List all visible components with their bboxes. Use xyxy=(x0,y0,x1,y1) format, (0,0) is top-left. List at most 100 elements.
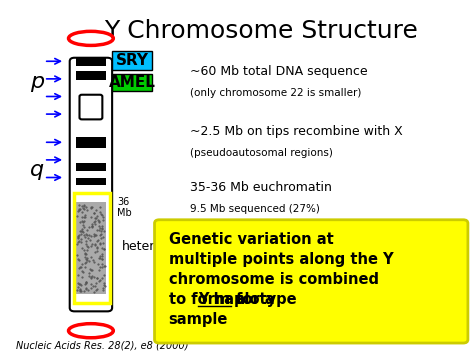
Point xyxy=(87,233,95,239)
Text: (pseudoautosomal regions): (pseudoautosomal regions) xyxy=(190,148,333,158)
Point xyxy=(94,217,102,222)
Point xyxy=(95,255,102,261)
Bar xyxy=(76,163,106,171)
Point xyxy=(91,283,99,289)
Point xyxy=(80,233,87,238)
Point xyxy=(75,265,83,271)
Point xyxy=(76,288,84,294)
Point xyxy=(82,285,90,291)
Point xyxy=(96,277,104,283)
Point xyxy=(100,214,107,220)
FancyBboxPatch shape xyxy=(70,58,112,311)
Point xyxy=(101,283,109,289)
FancyBboxPatch shape xyxy=(112,51,152,70)
Point xyxy=(74,239,82,245)
Point xyxy=(81,281,89,286)
Point xyxy=(80,203,88,209)
Point xyxy=(80,205,87,211)
Point xyxy=(74,280,82,286)
Point xyxy=(93,214,101,219)
Point xyxy=(80,219,87,225)
Point xyxy=(94,237,102,243)
Point xyxy=(82,279,90,285)
Point xyxy=(80,247,88,253)
Point xyxy=(75,206,83,212)
Point xyxy=(80,214,87,219)
Point xyxy=(73,213,81,218)
Point xyxy=(88,223,95,229)
Point xyxy=(100,246,108,251)
Point xyxy=(93,245,101,251)
Point xyxy=(100,272,108,278)
FancyBboxPatch shape xyxy=(112,73,152,91)
Point xyxy=(73,241,81,246)
Point xyxy=(79,269,87,275)
Point xyxy=(88,221,95,227)
Point xyxy=(91,221,99,226)
Point xyxy=(82,280,90,286)
Point xyxy=(74,235,82,241)
Text: Y Chromosome Structure: Y Chromosome Structure xyxy=(104,19,418,43)
Point xyxy=(100,263,108,269)
Point xyxy=(79,222,87,228)
Text: (only chromosome 22 is smaller): (only chromosome 22 is smaller) xyxy=(190,88,361,98)
Point xyxy=(77,239,84,245)
Point xyxy=(90,233,98,239)
Point xyxy=(88,214,95,219)
FancyBboxPatch shape xyxy=(155,220,468,343)
Point xyxy=(98,228,105,234)
Point xyxy=(91,218,99,224)
Point xyxy=(91,241,99,247)
Point xyxy=(94,248,101,254)
Text: multiple points along the Y: multiple points along the Y xyxy=(169,252,393,267)
Point xyxy=(76,287,83,293)
Point xyxy=(93,239,101,244)
Point xyxy=(98,223,106,229)
Point xyxy=(78,274,86,279)
Point xyxy=(83,233,91,238)
Point xyxy=(91,249,99,255)
Point xyxy=(99,234,107,239)
Point xyxy=(89,273,96,279)
Point xyxy=(74,234,82,240)
Point xyxy=(100,282,108,288)
Point xyxy=(77,288,85,294)
Point xyxy=(90,274,98,280)
Text: Genetic variation at: Genetic variation at xyxy=(169,232,333,247)
Point xyxy=(76,282,83,287)
Point xyxy=(76,219,84,225)
Point xyxy=(95,268,103,273)
Text: for a: for a xyxy=(231,292,275,307)
Point xyxy=(92,287,100,293)
Bar xyxy=(76,178,106,185)
Text: ~60 Mb total DNA sequence: ~60 Mb total DNA sequence xyxy=(190,65,367,78)
Point xyxy=(90,211,97,216)
Text: Y haplotype: Y haplotype xyxy=(198,292,297,307)
Point xyxy=(93,244,100,250)
Point xyxy=(96,225,103,231)
Point xyxy=(82,259,90,265)
Point xyxy=(96,253,103,259)
Point xyxy=(89,204,96,210)
Point xyxy=(83,247,91,253)
Point xyxy=(96,209,104,214)
Text: heterochromatin: heterochromatin xyxy=(121,240,226,253)
Point xyxy=(82,204,90,210)
Point xyxy=(81,254,89,260)
Point xyxy=(81,212,89,218)
Point xyxy=(79,203,86,209)
Point xyxy=(91,215,99,221)
Point xyxy=(82,256,90,262)
Point xyxy=(98,264,106,269)
FancyBboxPatch shape xyxy=(80,95,102,119)
Point xyxy=(75,232,82,237)
Point xyxy=(101,263,109,269)
Point xyxy=(99,251,106,257)
Point xyxy=(77,236,85,241)
Point xyxy=(99,253,106,258)
Point xyxy=(85,232,93,237)
Point xyxy=(76,264,84,270)
Point xyxy=(93,227,100,233)
Point xyxy=(76,286,84,292)
Point xyxy=(97,211,105,217)
